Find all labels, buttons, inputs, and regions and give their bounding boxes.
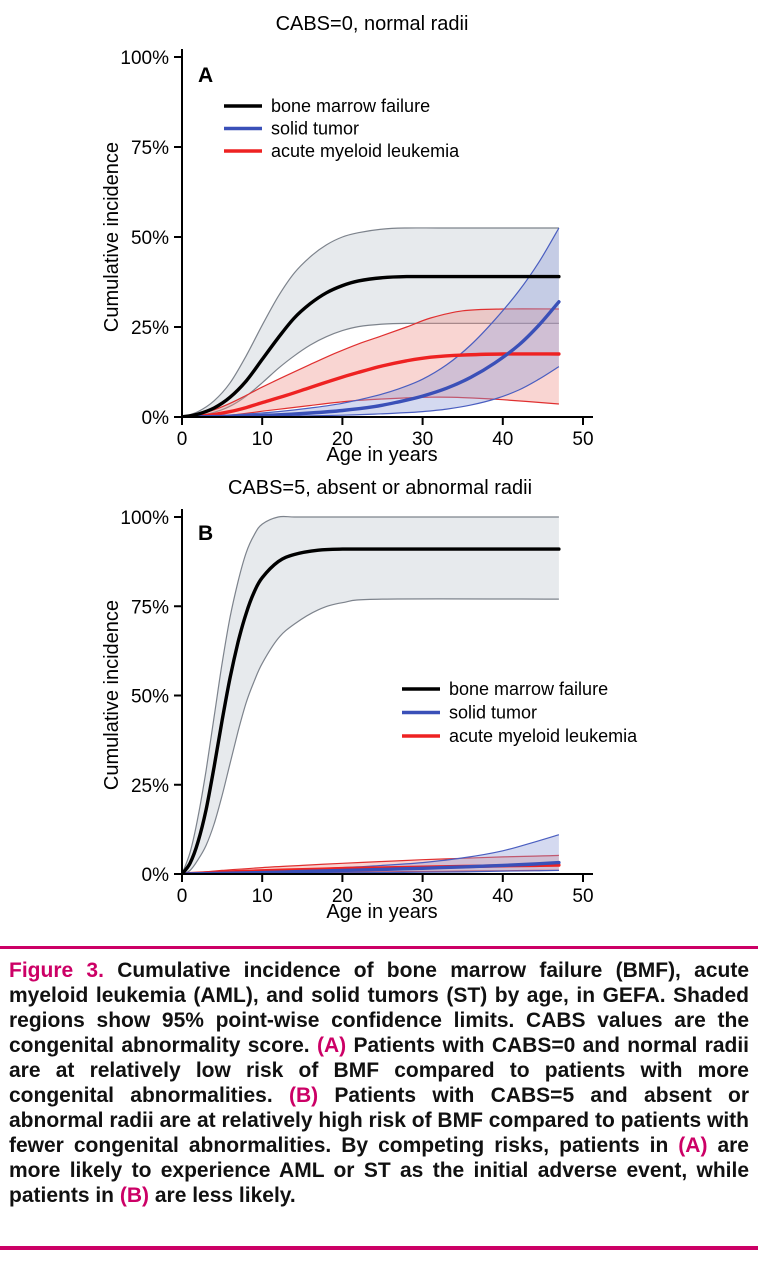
caption-highlight: (B): [288, 1084, 319, 1107]
legend-label: bone marrow failure: [449, 679, 608, 699]
plot-area: [181, 515, 561, 875]
y-tick-label: 50%: [131, 687, 169, 708]
caption-text: Cumulative incidence of bone marrow fail…: [9, 959, 749, 1057]
chart-title: CABS=5, absent or abnormal radii: [228, 477, 532, 499]
legend-label: bone marrow failure: [271, 96, 430, 116]
x-tick-label: 50: [572, 886, 593, 907]
y-tick-label: 50%: [131, 228, 169, 249]
caption-text: Patients with CABS=0 and normal radii ar…: [9, 1034, 749, 1107]
x-axis-label: Age in years: [326, 901, 437, 922]
y-axis-label: Cumulative incidence: [101, 142, 123, 332]
caption-text: Patients with CABS=5 and absent or abnor…: [9, 1084, 749, 1157]
x-tick-label: 10: [252, 429, 273, 450]
st-ci-band: [182, 834, 559, 875]
x-tick-label: 0: [177, 886, 188, 907]
x-tick-label: 30: [412, 886, 433, 907]
curve-solid-tumor: [181, 300, 561, 418]
y-tick-label: 75%: [131, 138, 169, 159]
y-tick-label: 0%: [142, 408, 170, 429]
figure-caption: Figure 3. Cumulative incidence of bone m…: [9, 958, 749, 1208]
legend-label: solid tumor: [449, 703, 537, 723]
aml-ci-upper-bound: [181, 308, 559, 418]
panel-b-chart: 0 10 20 30 40 50 0% 25% 50% 75% 100% CABS=5, absent…: [101, 477, 638, 922]
y-tick-label: 100%: [120, 48, 169, 69]
bmf-ci-upper-bound: [181, 227, 559, 418]
x-tick-label: 0: [177, 429, 188, 450]
x-tick-label: 20: [332, 886, 353, 907]
caption-highlight: (A): [316, 1034, 347, 1057]
bmf-ci-lower-bound: [181, 322, 559, 418]
legend-label: acute myeloid leukemia: [449, 726, 638, 746]
caption-text: are more likely to experience AML or ST …: [9, 1134, 749, 1207]
y-axis-label: Cumulative incidence: [101, 600, 123, 790]
bmf-ci-upper-bound: [181, 515, 559, 875]
legend-label: solid tumor: [271, 119, 359, 139]
x-tick-label: 10: [252, 886, 273, 907]
plot-area: [181, 227, 561, 418]
panel-label: A: [198, 64, 213, 87]
chart-title: CABS=0, normal radii: [276, 13, 469, 35]
caption-text: are less likely.: [149, 1184, 296, 1207]
y-tick-label: 100%: [120, 508, 169, 529]
panel-label: B: [198, 522, 213, 545]
st-ci-band: [182, 228, 559, 418]
aml-ci-upper-bound: [181, 854, 559, 875]
y-tick-label: 25%: [131, 776, 169, 797]
panel-a-chart: 0 10 20 30 40 50 0% 25% 50% 75% 100% CABS=0, normal…: [101, 13, 594, 466]
caption-highlight: Figure 3.: [9, 959, 118, 982]
x-tick-label: 40: [492, 886, 513, 907]
bmf-ci-lower-bound: [181, 598, 559, 875]
x-tick-label: 50: [572, 429, 593, 450]
st-ci-upper-bound: [181, 227, 560, 418]
caption-bottom-rule: [0, 1246, 758, 1250]
aml-ci-band: [182, 308, 559, 418]
bmf-ci-band: [182, 516, 559, 874]
caption-highlight: (B): [119, 1184, 150, 1207]
curve-bmf: [181, 274, 561, 418]
y-tick-label: 0%: [142, 865, 170, 886]
caption-top-rule: [0, 946, 758, 949]
curve-aml: [181, 352, 561, 418]
y-tick-label: 75%: [131, 597, 169, 618]
curve-solid-tumor: [181, 860, 561, 875]
y-tick-label: 25%: [131, 318, 169, 339]
legend-label: acute myeloid leukemia: [271, 141, 460, 161]
curve-bmf: [181, 547, 561, 875]
x-axis-label: Age in years: [326, 444, 437, 466]
x-tick-label: 30: [412, 429, 433, 450]
x-tick-label: 40: [492, 429, 513, 450]
caption-highlight: (A): [678, 1134, 708, 1157]
x-tick-label: 20: [332, 429, 353, 450]
